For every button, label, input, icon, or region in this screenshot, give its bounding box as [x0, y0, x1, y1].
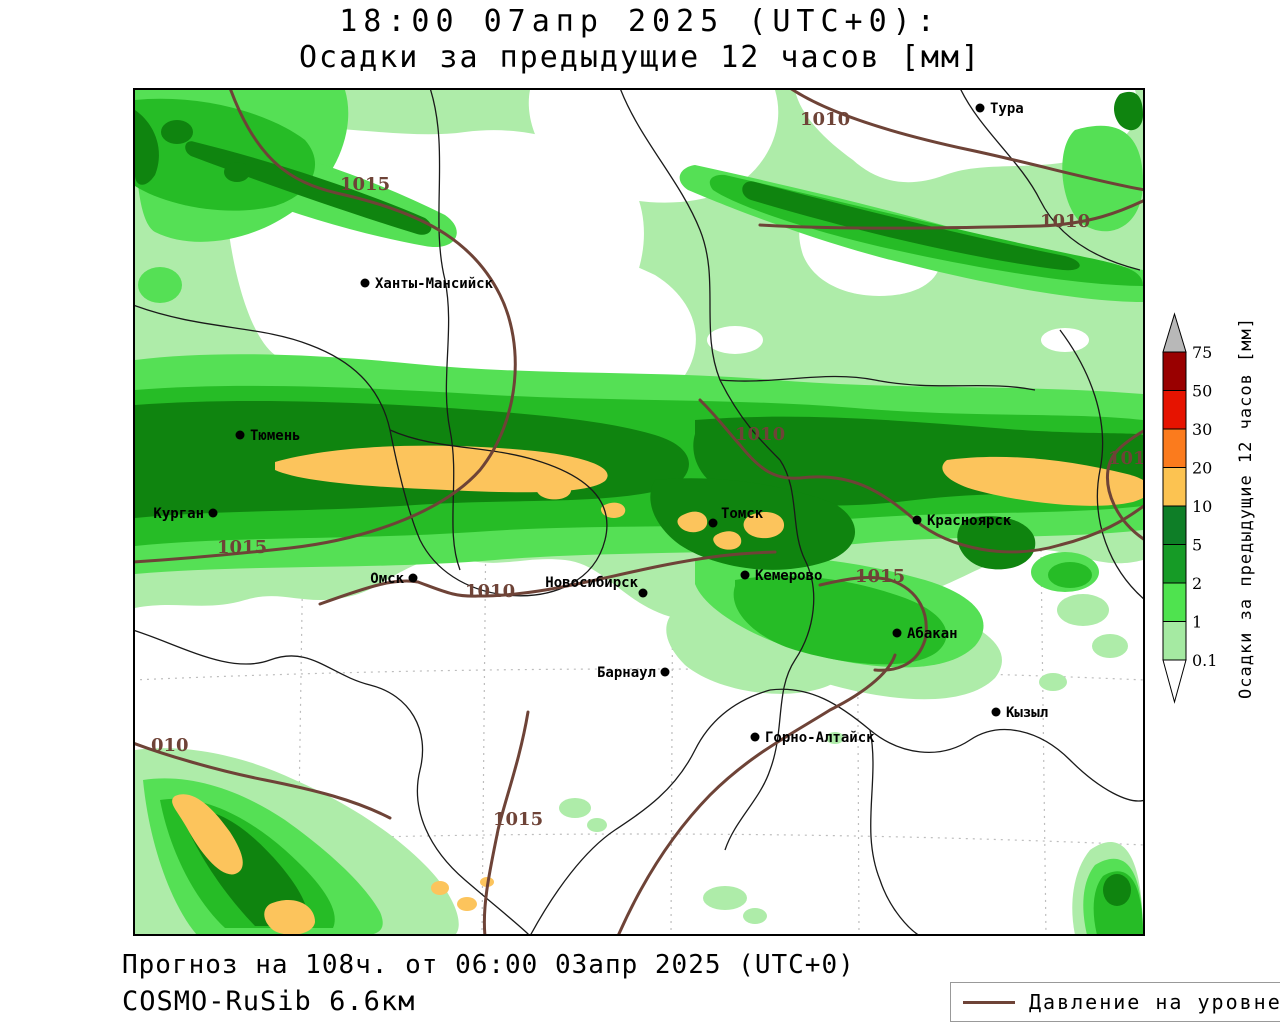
- isobar-label-1015-5: 1015: [217, 537, 267, 558]
- city-label: Новосибирск: [545, 575, 638, 591]
- colorbar-tick-75: 75: [1192, 343, 1212, 362]
- city-marker-Курган: Курган: [153, 506, 218, 522]
- title-variable: Осадки за предыдущие 12 часов [мм]: [298, 40, 982, 75]
- colorbar-tick-labels: 75 50 30 20 10 5 2 1 0.1: [1192, 343, 1217, 670]
- city-label: Кызыл: [1006, 705, 1048, 721]
- isobar-label-1015-0: 1015: [340, 174, 390, 195]
- city-dot: [912, 515, 922, 525]
- city-dot: [638, 588, 648, 598]
- isobar-lines: [135, 90, 1143, 934]
- isobar-label-1010-1: 1010: [800, 109, 850, 130]
- isobar-labels: 1015 1010 1010 1010 1015 1015 1010 1015 010 1015: [151, 109, 1143, 830]
- city-label: Тюмень: [250, 428, 301, 444]
- city-label: Курган: [153, 506, 204, 522]
- colorbar-segment-0: [1162, 351, 1187, 391]
- colorbar-tick-1: 1: [1192, 613, 1202, 632]
- city-marker-Кызыл: Кызыл: [991, 705, 1048, 721]
- city-marker-Тюмень: Тюмень: [235, 428, 301, 444]
- city-label: Кемерово: [755, 568, 822, 584]
- colorbar-segment-3: [1162, 467, 1187, 507]
- admin-borders: [135, 90, 1143, 934]
- city-dot: [991, 707, 1001, 717]
- pressure-legend-box: Давление на уровне моря: [950, 982, 1280, 1022]
- isobar-label-1015-4: 1015: [1108, 448, 1143, 469]
- city-marker-Барнаул: Барнаул: [597, 665, 670, 681]
- colorbar-segment-5: [1162, 544, 1187, 584]
- colorbar-segment-1: [1162, 390, 1187, 430]
- city-marker-Омск: Омск: [370, 571, 418, 587]
- colorbar-tick-50: 50: [1192, 382, 1212, 401]
- isobar-label-010-8: 010: [151, 735, 189, 756]
- precip-colorbar: 75 50 30 20 10 5 2 1 0.1: [1162, 312, 1217, 704]
- colorbar-segment-7: [1162, 621, 1187, 661]
- colorbar-tick-0.1: 0.1: [1192, 651, 1217, 670]
- colorbar-tick-2: 2: [1192, 574, 1202, 593]
- isobar-label-1015-9: 1015: [493, 809, 543, 830]
- forecast-run-info: Прогноз на 108ч. от 06:00 03апр 2025 (UT…: [122, 950, 855, 980]
- city-label: Омск: [370, 571, 404, 587]
- city-markers: Тура Ханты-Мансийск Тюмень Курган Омск Новоси…: [153, 101, 1048, 746]
- city-dot: [740, 570, 750, 580]
- colorbar-tick-5: 5: [1192, 536, 1202, 555]
- title-datetime: 18:00 07апр 2025 (UTC+0):: [339, 4, 941, 39]
- colorbar-tick-10: 10: [1192, 497, 1212, 516]
- colorbar-segment-4: [1162, 505, 1187, 545]
- city-marker-Абакан: Абакан: [892, 626, 958, 642]
- isobar-label-1010-2: 1010: [1040, 211, 1090, 232]
- colorbar-under-arrow: [1162, 659, 1187, 704]
- colorbar-title: Осадки за предыдущие 12 часов [мм]: [1236, 317, 1256, 699]
- city-label: Горно-Алтайск: [765, 730, 875, 746]
- city-marker-Красноярск: Красноярск: [912, 513, 1012, 529]
- city-dot: [750, 732, 760, 742]
- colorbar-tick-20: 20: [1192, 459, 1212, 478]
- city-dot: [208, 508, 218, 518]
- isobar-label-1010-6: 1010: [465, 581, 515, 602]
- city-dot: [408, 573, 418, 583]
- colorbar-segments: [1162, 351, 1187, 661]
- city-label: Красноярск: [927, 513, 1012, 529]
- colorbar-over-arrow: [1162, 312, 1187, 353]
- city-dot: [235, 430, 245, 440]
- city-marker-Новосибирск: Новосибирск: [545, 575, 648, 598]
- city-dot: [708, 518, 718, 528]
- isobar-label-1010-3: 1010: [735, 424, 785, 445]
- city-marker-Томск: Томск: [708, 506, 764, 528]
- city-dot: [660, 667, 670, 677]
- colorbar-segment-6: [1162, 582, 1187, 622]
- forecast-map-frame: 1015 1010 1010 1010 1015 1015 1010 1015 0101015 …: [133, 88, 1145, 936]
- city-label: Барнаул: [597, 665, 656, 681]
- chart-title: 18:00 07апр 2025 (UTC+0): Осадки за пред…: [0, 4, 1280, 76]
- city-marker-Ханты-Мансийск: Ханты-Мансийск: [360, 276, 494, 292]
- isobar-legend-line: [963, 1000, 1015, 1004]
- city-label: Томск: [721, 506, 764, 522]
- forecast-map: 1015 1010 1010 1010 1015 1015 1010 1015 0101015 …: [135, 90, 1143, 934]
- city-dot: [360, 278, 370, 288]
- city-label: Тура: [990, 101, 1024, 117]
- city-marker-Тура: Тура: [975, 101, 1024, 117]
- model-name: COSMO-RuSib 6.6км: [122, 986, 416, 1017]
- city-marker-Горно-Алтайск: Горно-Алтайск: [750, 730, 875, 746]
- city-dot: [975, 103, 985, 113]
- colorbar-tick-30: 30: [1192, 420, 1212, 439]
- city-label: Ханты-Мансийск: [375, 276, 494, 292]
- city-marker-Кемерово: Кемерово: [740, 568, 822, 584]
- city-dot: [892, 628, 902, 638]
- colorbar-segment-2: [1162, 428, 1187, 468]
- pressure-legend-label: Давление на уровне моря: [1029, 990, 1280, 1014]
- city-label: Абакан: [907, 626, 958, 642]
- isobar-label-1015-7: 1015: [855, 566, 905, 587]
- precip-layer-10mm: [172, 445, 1143, 934]
